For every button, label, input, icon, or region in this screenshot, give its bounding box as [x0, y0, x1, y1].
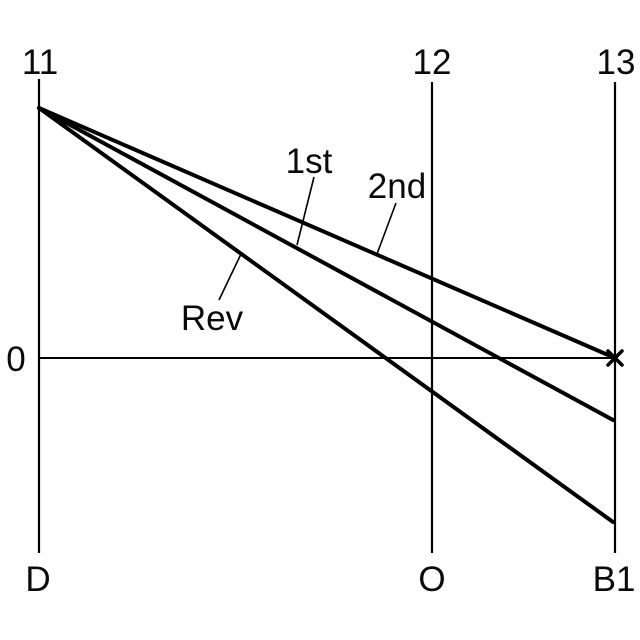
gear-label-2nd: 2nd [368, 167, 426, 206]
axis-top-label-13: 13 [597, 43, 636, 82]
gear-line-2nd [37, 106, 617, 360]
axis-bottom-label-D: D [25, 560, 50, 599]
gear-line-1st [37, 106, 615, 422]
gear-label-1st: 1st [286, 142, 333, 181]
gear-label-rev: Rev [181, 299, 244, 338]
leader-line-1st [296, 176, 315, 246]
axis-bottom-label-B1: B1 [593, 560, 636, 599]
leader-line-2nd [376, 202, 397, 255]
leader-line-rev [218, 253, 242, 301]
zero-label: 0 [6, 340, 25, 379]
axis-bottom-label-O: O [418, 560, 445, 599]
brake-engaged-x-marker [606, 349, 624, 367]
x-marker-stroke-2 [606, 349, 624, 367]
axis-top-label-11: 11 [22, 43, 58, 82]
axis-top-label-12: 12 [413, 43, 452, 82]
gear-line-rev [37, 106, 615, 524]
